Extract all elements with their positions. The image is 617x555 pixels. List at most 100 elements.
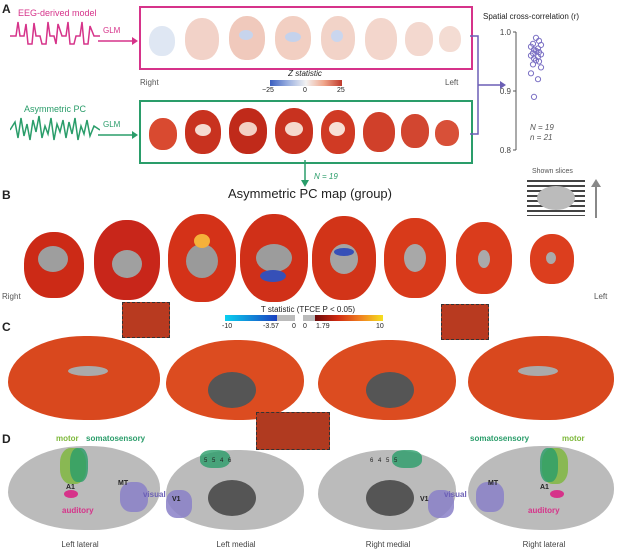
visual-label-left: visual — [143, 490, 166, 499]
chart-annotation: n = 21 — [530, 133, 552, 142]
eeg-model-brain-box — [139, 6, 473, 70]
panel-a-label: A — [2, 2, 11, 16]
asym-pc-signal-trace — [10, 115, 100, 141]
surface-d-left-lateral — [8, 446, 160, 530]
t-colorbar-neg — [225, 315, 277, 321]
v1-label-right: V1 — [420, 496, 429, 503]
medial-right-area-6: 6 — [370, 458, 374, 464]
medial-right-area-5b: 5 — [394, 458, 398, 464]
scatter-point — [532, 34, 540, 41]
motor-label-left: motor — [56, 434, 79, 443]
v1-label-left: V1 — [172, 496, 181, 503]
surface-d-right-medial — [318, 450, 456, 530]
glm-bottom-label: GLM — [103, 120, 121, 129]
a1-label-right: A1 — [540, 484, 549, 491]
panel-b-label: B — [2, 188, 11, 202]
slice-7 — [456, 222, 512, 294]
chart-annotation: N = 19 — [530, 123, 554, 132]
zoom-inset-right — [441, 304, 489, 340]
view-right-medial: Right medial — [365, 540, 411, 549]
a1-label-left: A1 — [66, 484, 75, 491]
shown-slices-arrow — [591, 179, 601, 218]
y-tick-label: 0.9 — [500, 87, 512, 96]
t-colorbar-gray-pos — [303, 315, 315, 321]
medial-right-area-4: 4 — [378, 458, 382, 464]
scatter-point — [530, 93, 538, 101]
scatter-point — [527, 70, 535, 77]
slice-4 — [240, 214, 308, 302]
n19-label: N = 19 — [314, 172, 338, 181]
zoom-inset-left — [122, 302, 170, 338]
slice-1 — [24, 232, 84, 298]
medial-left-area-6: 6 — [228, 458, 232, 464]
eeg-signal-trace — [10, 21, 100, 45]
y-tick-label: 1.0 — [500, 28, 512, 37]
medial-left-area-5a: 5 — [204, 458, 208, 464]
mt-label-left: MT — [118, 480, 129, 487]
chart-title: Spatial cross-correlation (r) — [483, 12, 580, 21]
z-colorbar-min: −25 — [262, 87, 274, 94]
view-right-lateral: Right lateral — [522, 540, 566, 549]
panel-b-left-label: Left — [594, 292, 608, 301]
auditory-label-right: auditory — [528, 506, 560, 515]
slice-8 — [530, 234, 574, 284]
z-colorbar-title: Z statistic — [288, 69, 322, 78]
slice-3 — [168, 214, 236, 302]
auditory-label-left: auditory — [62, 506, 94, 515]
panel-a-left-label: Left — [445, 78, 459, 87]
medial-left-area-5b: 5 — [212, 458, 216, 464]
eeg-model-label: EEG-derived model — [18, 8, 97, 18]
z-colorbar-mid: 0 — [303, 87, 307, 94]
surface-d-right-lateral — [468, 446, 614, 530]
slice-2 — [94, 220, 160, 300]
z-colorbar — [270, 80, 342, 86]
panel-b-right-label: Right — [2, 292, 21, 301]
panel-c-label: C — [2, 320, 11, 334]
glm-top-arrow — [98, 37, 138, 45]
scatter-point — [534, 76, 542, 83]
t-neg-thr: -3.57 — [263, 323, 279, 330]
somatosensory-label-left: somatosensory — [86, 434, 146, 443]
zoom-inset-center — [256, 412, 330, 450]
slice-6 — [384, 218, 446, 298]
surface-c-right-lateral — [468, 336, 614, 420]
asym-pc-label: Asymmetric PC — [24, 104, 87, 114]
slice-5 — [312, 216, 376, 300]
correlation-connector — [470, 35, 506, 135]
medial-left-area-4: 4 — [220, 458, 224, 464]
visual-label-right: visual — [444, 490, 467, 499]
scatter-point — [529, 61, 537, 68]
panel-b-title: Asymmetric PC map (group) — [228, 186, 392, 201]
shown-slices-label: Shown slices — [532, 168, 573, 175]
view-left-medial: Left medial — [216, 540, 256, 549]
glm-bottom-arrow — [98, 131, 138, 139]
t-neg-min: -10 — [222, 323, 233, 330]
view-left-lateral: Left lateral — [61, 540, 99, 549]
surface-c-left-medial — [166, 340, 304, 420]
asym-pc-brain-box — [139, 100, 473, 164]
cross-correlation-scatter: 1.0 0.9 0.8 N = 19n = 21 — [500, 28, 554, 155]
shown-slices-inset — [527, 180, 585, 216]
scatter-point — [537, 41, 545, 49]
panel-d-label: D — [2, 432, 11, 446]
scatter-point — [535, 58, 543, 65]
t-pos-max: 10 — [376, 323, 384, 330]
scatter-point — [532, 57, 540, 64]
motor-label-right: motor — [562, 434, 585, 443]
y-tick-label: 0.8 — [500, 146, 512, 155]
somatosensory-label-right: somatosensory — [470, 434, 530, 443]
mt-label-right: MT — [488, 480, 499, 487]
t-colorbar-pos — [315, 315, 383, 321]
t-colorbar-title: T statistic (TFCE P < 0.05) — [260, 305, 356, 314]
medial-right-area-5a: 5 — [386, 458, 390, 464]
t-pos-thr: 1.79 — [316, 323, 330, 330]
scatter-point — [537, 64, 545, 71]
surface-c-right-medial — [318, 340, 456, 420]
panel-a-right-label: Right — [140, 78, 159, 87]
t-zero-1: 0 — [292, 323, 296, 330]
t-zero-2: 0 — [303, 323, 307, 330]
z-colorbar-max: 25 — [337, 87, 345, 94]
n19-down-arrow — [301, 160, 309, 187]
glm-top-label: GLM — [103, 26, 121, 35]
surface-d-left-medial — [166, 450, 304, 530]
